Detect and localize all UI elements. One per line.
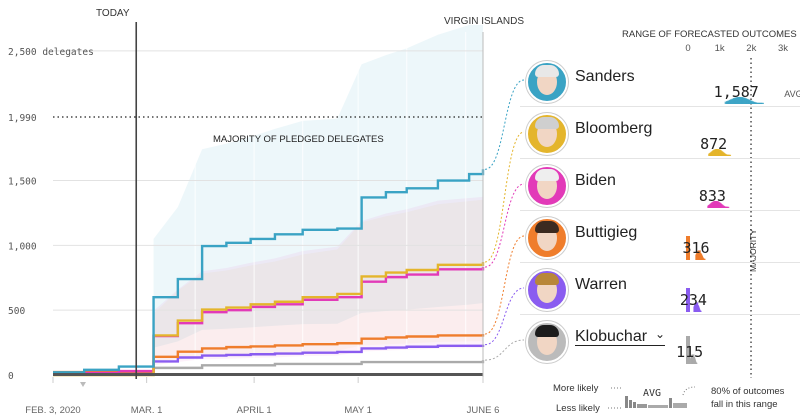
row-divider (520, 262, 800, 263)
series-line-sanders (53, 169, 485, 374)
x-tick-label: MAR. 1 (131, 405, 163, 416)
chart-axes: 2,500 delegates 1,990 1,500 1,000 500 0 FEB. 3… (8, 22, 499, 416)
band-bloomberg (153, 199, 483, 364)
chart-grid (53, 32, 483, 375)
candidate-avatar (526, 113, 568, 155)
histogram-klobuchar (686, 336, 698, 364)
y-tick-label: 0 (8, 371, 14, 382)
connector-biden (484, 183, 525, 268)
forecast-value-buttigieg: 316 (682, 239, 709, 257)
candidate-name: Buttigieg (575, 224, 638, 241)
forecast-value-klobuchar: 115 (676, 343, 703, 361)
forecast-avg-label: AVG. (784, 89, 800, 99)
candidate-avatar (526, 217, 568, 259)
candidate-row-warren: Warren (520, 262, 800, 314)
legend-note-line2: fall in this range (711, 399, 778, 410)
histogram-bloomberg (708, 149, 732, 156)
candidate-name: Bloomberg (575, 120, 653, 137)
candidate-row-sanders: Sanders (520, 54, 800, 106)
row-divider (520, 210, 800, 211)
forecast-value-bloomberg: 872 (700, 135, 727, 153)
candidate-avatar (526, 165, 568, 207)
legend-avg: AVG (643, 388, 661, 399)
connector-sanders (484, 79, 525, 170)
candidate-select-dropdown[interactable]: Klobuchar ⌄ (575, 327, 666, 346)
forecast-histograms: 0 1k 2k 3k 1,587 AVG. 872 833 316 234 115 (676, 43, 800, 378)
forecast-axis-tick: 1k (715, 43, 725, 54)
series-lines (53, 169, 485, 377)
chevron-down-icon: ⌄ (654, 327, 666, 341)
forecast-value-biden: 833 (699, 187, 726, 205)
x-tick-label: MAY 1 (344, 405, 372, 416)
candidate-avatar (526, 61, 568, 103)
x-tick-label: FEB. 3, 2020 (25, 405, 80, 416)
candidate-row-biden: Biden (520, 158, 800, 210)
y-tick-label: 1,000 (8, 241, 37, 252)
forecast-value-warren: 234 (680, 291, 707, 309)
histogram-legend: More likely Less likely AVG 80% of outco… (553, 383, 785, 414)
forecast-value-sanders: 1,587 (714, 83, 759, 101)
candidate-name: Sanders (575, 68, 635, 85)
event-marker (80, 382, 86, 387)
candidate-avatar (526, 269, 568, 311)
candidate-name: Warren (575, 276, 627, 293)
today-label: TODAY (96, 8, 130, 19)
y-tick-label: 2,500 delegates (8, 47, 94, 58)
candidate-row-bloomberg: Bloomberg (520, 106, 800, 158)
majority-label: MAJORITY OF PLEDGED DELEGATES (213, 134, 384, 145)
connector-buttigieg (484, 235, 525, 335)
x-tick-label: APRIL 1 (237, 405, 272, 416)
connector-warren (484, 287, 525, 346)
band-biden (153, 196, 483, 366)
majority-vertical-label: MAJORITY (748, 229, 758, 272)
y-tick-label: 1,990 (8, 113, 37, 124)
connector-klobuchar (484, 339, 525, 361)
series-line-buttigieg (53, 334, 485, 374)
candidate-row-klobuchar: Klobuchar ⌄ (520, 314, 800, 366)
forecast-axis-tick: 0 (685, 43, 690, 54)
candidate-avatar (526, 321, 568, 363)
candidate-connectors (484, 79, 525, 361)
connector-bloomberg (484, 131, 525, 263)
candidate-name: Biden (575, 172, 616, 189)
band-sanders (153, 25, 483, 348)
y-tick-label: 1,500 (8, 177, 37, 188)
forecast-panel-title: RANGE OF FORECASTED OUTCOMES (622, 29, 797, 40)
series-line-bloomberg (53, 261, 485, 377)
x-tick-label: JUNE 6 (467, 405, 500, 416)
histogram-warren (686, 288, 702, 312)
row-divider (520, 158, 800, 159)
forecast-axis-tick: 2k (746, 43, 756, 54)
legend-less-likely: Less likely (556, 403, 600, 414)
legend-more-likely: More likely (553, 383, 599, 394)
y-tick-label: 500 (8, 306, 25, 317)
histogram-biden (707, 201, 730, 208)
histogram-buttigieg (686, 236, 706, 260)
legend-note-line1: 80% of outcomes (711, 386, 785, 397)
series-line-warren (53, 344, 485, 376)
candidate-row-buttigieg: Buttigieg (520, 210, 800, 262)
legend-example-histogram (625, 396, 687, 408)
row-divider (520, 106, 800, 107)
uncertainty-bands (153, 25, 483, 366)
virgin-islands-label: VIRGIN ISLANDS (444, 16, 524, 27)
zero-baseline (53, 373, 483, 376)
forecast-axis-tick: 3k (778, 43, 788, 54)
row-divider (520, 314, 800, 315)
histogram-sanders (724, 97, 764, 104)
